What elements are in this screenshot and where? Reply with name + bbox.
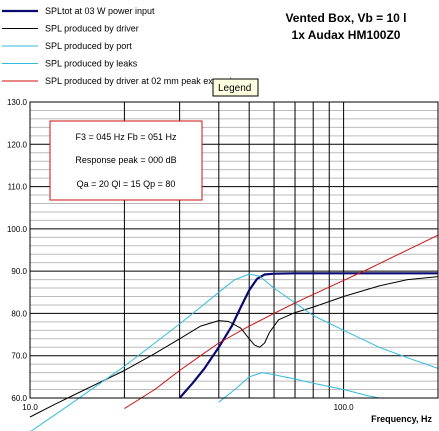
x-tick-label: 100.0	[334, 403, 355, 412]
series-line-0	[178, 272, 438, 399]
x-axis-title: Frequency, Hz	[371, 414, 432, 424]
y-tick-label: 70.0	[11, 352, 27, 361]
legend-label-1: SPL produced by driver	[45, 24, 139, 34]
series-line-1	[29, 276, 439, 418]
y-tick-label: 90.0	[11, 267, 27, 276]
plot-frame	[29, 101, 439, 399]
legend-label-4: SPL produced by driver at 02 mm peak exc…	[45, 76, 242, 86]
legend-label-2: SPL produced by port	[45, 41, 132, 51]
tick-labels: 60.0 70.0 80.0 90.0 100.0 110.0 120.0 130.0 10.0…	[7, 98, 354, 412]
info-box: F3 = 045 Hz Fb = 051 Hz Response peak = …	[49, 120, 203, 201]
series-line-3	[218, 372, 380, 403]
tooltip-label: Legend	[218, 83, 251, 94]
y-tick-label: 130.0	[7, 98, 28, 107]
grid	[29, 101, 439, 399]
info-response-peak: Response peak = 000 dB	[75, 155, 176, 165]
series-layer	[29, 234, 439, 431]
info-box-frame	[49, 120, 203, 201]
chart-title-line-1: Vented Box, Vb = 10 l	[285, 11, 406, 25]
info-f3-fb: F3 = 045 Hz Fb = 051 Hz	[75, 132, 177, 142]
y-tick-label: 120.0	[7, 140, 28, 149]
legend-label-3: SPL produced by leaks	[45, 59, 138, 69]
chart-title-line-2: 1x Audax HM100Z0	[292, 28, 401, 42]
y-tick-label: 60.0	[11, 394, 27, 403]
y-tick-label: 80.0	[11, 309, 27, 318]
y-tick-label: 100.0	[7, 225, 28, 234]
legend-label-0: SPLtot at 03 W power input	[45, 6, 155, 16]
series-line-2	[30, 273, 439, 431]
x-tick-label: 10.0	[22, 403, 38, 412]
info-q-values: Qa = 20 Ql = 15 Qp = 80	[77, 179, 176, 189]
y-tick-label: 110.0	[8, 183, 28, 192]
series-line-4	[124, 234, 439, 410]
legend-tooltip: Legend	[212, 78, 259, 97]
legend[interactable]: SPLtot at 03 W power input SPL produced b…	[2, 6, 242, 86]
tooltip-box	[212, 78, 259, 97]
